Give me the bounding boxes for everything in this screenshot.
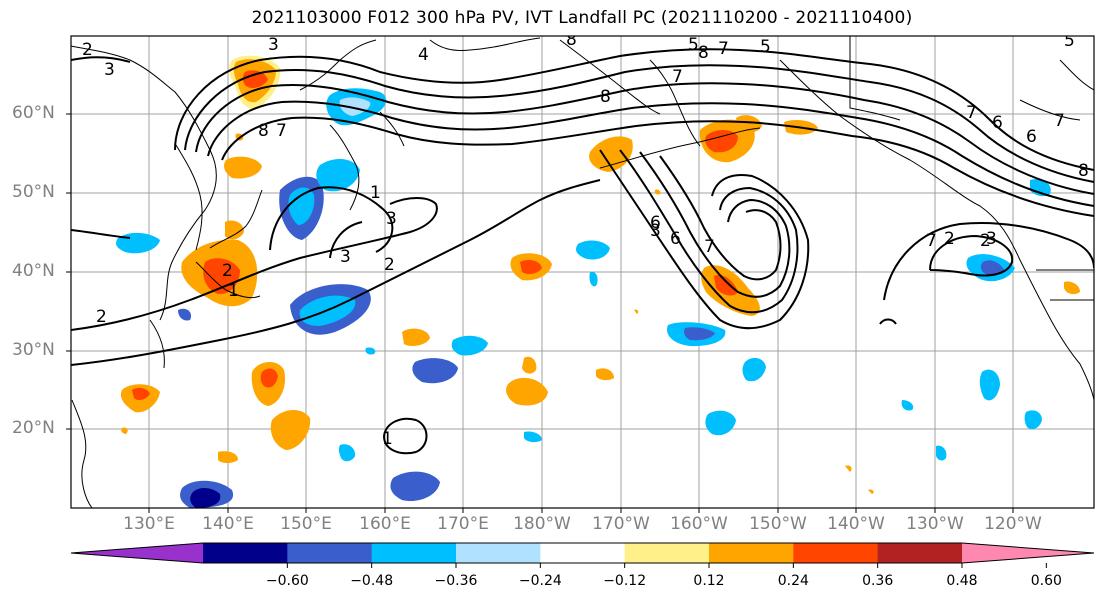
contour-label: 3 [104, 60, 115, 80]
chart-title: 2021103000 F012 300 hPa PV, IVT Landfall… [251, 8, 913, 28]
coastlines [71, 36, 1094, 508]
lon-label: 140°W [827, 514, 885, 534]
lat-label-60n: 60°N [12, 103, 55, 123]
colorbar-tick-label: 0.24 [777, 573, 809, 589]
colorbar-tick-label: 0.12 [693, 573, 725, 589]
contour-label: 2 [944, 229, 955, 249]
contour-label: 7 [276, 121, 287, 141]
contour-label: 7 [966, 103, 977, 123]
colorbar-tick-label: −0.24 [518, 573, 562, 589]
contour-label: 3 [986, 229, 997, 249]
lat-label-20n: 20°N [12, 418, 55, 438]
colorbar-tick-label: 0.48 [946, 573, 978, 589]
contour-label: 6 [650, 213, 661, 233]
contour-label: 8 [1078, 161, 1089, 181]
pv-contours [71, 48, 1094, 455]
contour-label: 6 [1026, 127, 1037, 147]
lon-label: 170°E [437, 514, 489, 534]
contour-label: 2 [96, 307, 107, 327]
contour-label: 7 [718, 39, 729, 59]
contour-label: 5 [688, 35, 699, 55]
contour-label: 3 [386, 209, 397, 229]
contour-label: 1 [370, 183, 381, 203]
contour-labels: 3 3 2 4 8 8 8 7 8 7 5 5 6 7 8 7 7 2 2 3 … [82, 30, 1089, 449]
contour-label: 2 [82, 40, 93, 60]
axis-ticks [66, 113, 1014, 513]
contour-label: 5 [760, 37, 771, 57]
lon-label: 130°W [906, 514, 964, 534]
lon-label: 160°E [359, 514, 411, 534]
contour-label: 7 [704, 237, 715, 257]
lon-label: 180°W [513, 514, 571, 534]
lon-label: 120°W [984, 514, 1042, 534]
colorbar-tick-label: 0.60 [1030, 573, 1062, 589]
contour-label: 6 [670, 229, 681, 249]
contour-label: 7 [672, 67, 683, 87]
lat-label-50n: 50°N [12, 182, 55, 202]
contour-label: 1 [228, 281, 239, 301]
colorbar-tick-label: −0.48 [350, 573, 394, 589]
contour-label: 3 [268, 35, 279, 55]
lon-label: 140°E [202, 514, 254, 534]
colorbar-tick-label: −0.36 [434, 573, 478, 589]
contour-label: 5 [1064, 31, 1075, 51]
contour-label: 3 [340, 247, 351, 267]
lon-label: 150°E [280, 514, 332, 534]
lat-label-40n: 40°N [12, 261, 55, 281]
colorbar-tick-label: −0.60 [265, 573, 309, 589]
contour-label: 8 [600, 87, 611, 107]
contour-label: 8 [698, 43, 709, 63]
lon-label: 150°W [749, 514, 807, 534]
contour-label: 2 [384, 255, 395, 275]
lon-label: 170°W [592, 514, 650, 534]
lon-label: 130°E [123, 514, 175, 534]
contour-label: 2 [222, 261, 233, 281]
lon-label: 160°W [670, 514, 728, 534]
lat-label-30n: 30°N [12, 340, 55, 360]
colorbar-tick-label: 0.36 [862, 573, 894, 589]
contour-label: 8 [258, 121, 269, 141]
positive-anomaly-shading [120, 55, 1080, 494]
contour-label: 7 [1054, 111, 1065, 131]
contour-label: 8 [566, 30, 577, 50]
contour-label: 4 [418, 45, 429, 65]
contour-label: 2 [980, 231, 991, 251]
colorbar-tick-label: −0.12 [603, 573, 647, 589]
contour-label: 7 [926, 231, 937, 251]
contour-label: 1 [382, 429, 393, 449]
contour-label: 6 [992, 113, 1003, 133]
contour-label: 3 [650, 221, 661, 241]
